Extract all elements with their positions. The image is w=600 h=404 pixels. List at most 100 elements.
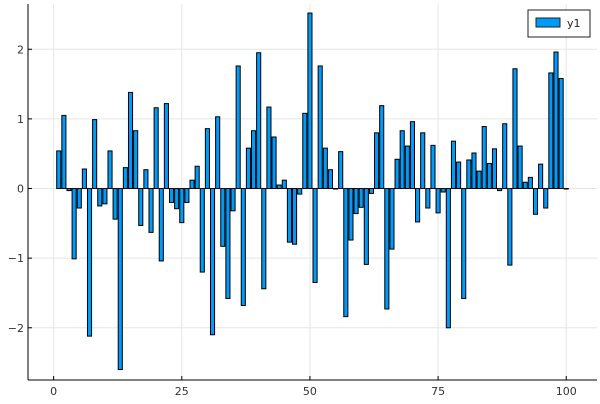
bar: [322, 147, 328, 190]
bar: [127, 91, 134, 190]
bar: [440, 188, 446, 193]
bar: [507, 188, 513, 266]
bar: [256, 52, 262, 190]
bar: [491, 148, 498, 190]
bar: [338, 151, 344, 190]
bar: [461, 188, 467, 300]
bar: [235, 65, 241, 190]
bar: [363, 188, 369, 265]
bar: [476, 170, 482, 190]
axes: [27, 4, 597, 381]
bar: [302, 112, 308, 190]
bar: [66, 188, 72, 192]
bar: [292, 188, 298, 245]
bar: [481, 126, 487, 190]
bar: [394, 158, 400, 190]
bar: [97, 188, 103, 207]
bar: [86, 188, 93, 337]
bar: [399, 130, 405, 190]
bar: [456, 161, 462, 190]
bar: [230, 188, 236, 212]
bar: [266, 106, 272, 190]
bar: [276, 184, 282, 190]
bar: [466, 159, 472, 190]
bar: [194, 165, 200, 190]
legend-swatch: [535, 17, 561, 28]
bar: [245, 147, 251, 190]
bar: [158, 188, 164, 262]
bar: [512, 68, 518, 190]
bar: [558, 78, 564, 190]
bar: [286, 188, 292, 243]
bar: [527, 176, 533, 190]
bar: [61, 114, 67, 190]
bar: [271, 136, 277, 190]
bar: [389, 188, 395, 250]
bar: [471, 152, 477, 190]
bar: [353, 188, 359, 215]
bar: [250, 130, 257, 190]
bar: [425, 188, 431, 209]
bar: [56, 150, 62, 190]
x-tick-label: 100: [556, 385, 577, 398]
bar: [420, 132, 426, 190]
x-tick-label: 50: [303, 385, 317, 398]
bar: [543, 188, 549, 209]
bar: [184, 188, 190, 203]
bar: [307, 12, 313, 190]
bar: [71, 188, 77, 260]
bar: [415, 188, 421, 223]
y-tick-label: 0: [17, 183, 24, 196]
legend-label: y1: [567, 17, 581, 30]
x-tick-label: 25: [175, 385, 189, 398]
bar: [327, 169, 333, 190]
y-tick-label: 2: [17, 43, 24, 56]
bar: [225, 188, 231, 300]
bar: [138, 188, 144, 226]
bar: [179, 188, 185, 224]
bar: [153, 107, 159, 190]
bar: [374, 132, 380, 190]
bars: [56, 12, 569, 371]
bar: [548, 72, 554, 190]
bar: [497, 188, 503, 192]
bar: [133, 130, 139, 190]
bar: [148, 188, 154, 233]
bar: [379, 105, 385, 190]
bar: [404, 145, 410, 190]
bar: [92, 119, 98, 190]
y-tick-label: −1: [8, 252, 24, 265]
bar: [163, 103, 169, 190]
bar: [76, 188, 82, 209]
bar: [450, 140, 457, 190]
bar: [538, 163, 544, 190]
bar: [107, 150, 113, 190]
bar: [261, 188, 267, 290]
bar: [333, 188, 339, 190]
y-tick-label: 1: [17, 113, 24, 126]
bar: [522, 181, 528, 190]
x-tick-label: 75: [431, 385, 445, 398]
bar: [368, 188, 375, 194]
bar: [220, 188, 226, 247]
bar: [81, 168, 87, 190]
bar: [143, 169, 149, 190]
bar: [122, 167, 128, 190]
bar: [174, 188, 180, 210]
bar: [240, 188, 246, 306]
bar: [343, 188, 349, 318]
bar: [189, 179, 195, 190]
bar: [215, 116, 221, 190]
bar: [430, 144, 436, 190]
bar: [486, 162, 492, 190]
legend: y1: [527, 9, 591, 38]
bar: [435, 188, 441, 214]
bar: [297, 188, 303, 195]
bar: [384, 188, 390, 310]
bar: [281, 179, 287, 190]
bar: [517, 145, 523, 190]
bar: [553, 51, 559, 190]
bar: [563, 188, 569, 190]
